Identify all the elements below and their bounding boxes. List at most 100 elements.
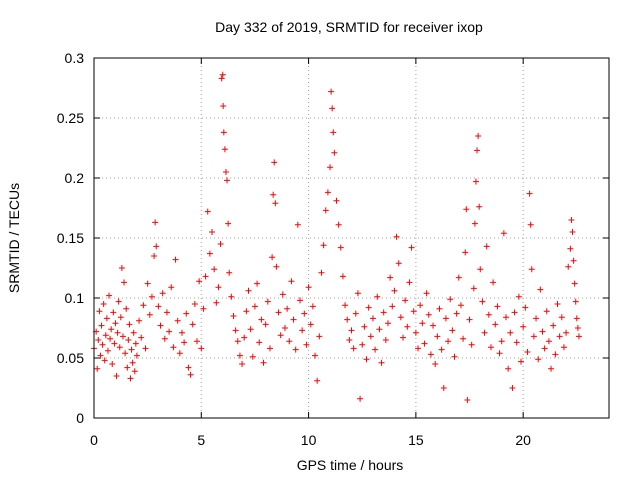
data-point bbox=[301, 310, 308, 317]
data-point bbox=[449, 327, 456, 334]
data-point bbox=[249, 353, 256, 360]
data-point bbox=[206, 250, 213, 257]
data-point bbox=[436, 305, 443, 312]
data-point bbox=[475, 133, 482, 139]
data-point bbox=[421, 340, 428, 347]
data-point bbox=[342, 302, 349, 309]
data-point bbox=[410, 308, 417, 315]
data-point bbox=[571, 280, 578, 287]
data-point bbox=[320, 242, 327, 249]
data-point bbox=[541, 345, 548, 352]
data-point bbox=[117, 314, 124, 321]
data-point bbox=[400, 334, 406, 341]
data-point bbox=[552, 351, 559, 358]
data-point bbox=[447, 296, 454, 303]
data-point bbox=[236, 352, 243, 359]
data-point bbox=[346, 337, 353, 343]
chart-title: Day 332 of 2019, SRMTID for receiver ixo… bbox=[215, 19, 483, 35]
data-point bbox=[307, 321, 314, 328]
data-point bbox=[94, 365, 101, 372]
data-point bbox=[102, 332, 109, 339]
data-point bbox=[101, 357, 108, 364]
data-point bbox=[213, 299, 220, 306]
data-point bbox=[573, 315, 580, 322]
data-point bbox=[367, 333, 374, 340]
data-point bbox=[128, 346, 135, 353]
data-point bbox=[387, 274, 394, 281]
data-point bbox=[453, 310, 460, 317]
data-point bbox=[132, 340, 139, 347]
data-point bbox=[116, 344, 123, 351]
data-point bbox=[384, 320, 391, 327]
data-point bbox=[151, 253, 158, 259]
data-point bbox=[378, 359, 385, 366]
data-point bbox=[496, 350, 503, 357]
data-point bbox=[172, 256, 179, 263]
data-point bbox=[511, 309, 518, 316]
data-point bbox=[118, 265, 125, 271]
data-point bbox=[432, 361, 439, 367]
data-point bbox=[234, 338, 241, 345]
data-point bbox=[537, 286, 544, 293]
data-point bbox=[402, 297, 409, 304]
data-point bbox=[574, 325, 581, 331]
data-point bbox=[121, 279, 128, 286]
data-point bbox=[363, 356, 370, 363]
data-point bbox=[500, 230, 507, 237]
data-point bbox=[270, 191, 277, 198]
data-point bbox=[382, 337, 389, 343]
data-point bbox=[107, 335, 114, 342]
y-tick-label: 0 bbox=[76, 410, 84, 426]
data-point bbox=[130, 329, 137, 336]
data-point bbox=[264, 298, 271, 305]
y-tick-label: 0.1 bbox=[65, 290, 85, 306]
data-point bbox=[337, 244, 344, 251]
data-point bbox=[513, 339, 520, 346]
axes: 0 0.05 0.1 0.15 0.2 0.25 0.3 0 5 10 15 20 bbox=[57, 50, 609, 448]
data-point bbox=[466, 316, 473, 323]
data-point bbox=[567, 245, 574, 252]
data-point bbox=[241, 334, 248, 341]
data-point bbox=[339, 273, 346, 280]
data-point bbox=[303, 341, 310, 348]
data-point bbox=[440, 385, 447, 391]
data-point bbox=[490, 279, 497, 286]
data-point bbox=[168, 284, 175, 291]
data-point bbox=[98, 322, 105, 329]
data-point bbox=[425, 311, 432, 318]
data-point bbox=[333, 197, 340, 204]
data-point bbox=[272, 200, 279, 207]
data-point bbox=[138, 334, 145, 341]
data-point bbox=[126, 321, 133, 328]
data-point bbox=[124, 364, 131, 371]
data-point bbox=[487, 344, 494, 351]
data-point bbox=[100, 301, 107, 307]
data-point bbox=[543, 308, 550, 315]
data-point bbox=[524, 349, 531, 355]
x-tick-label: 20 bbox=[515, 432, 531, 448]
data-point bbox=[191, 301, 198, 307]
data-point bbox=[445, 338, 452, 345]
data-point bbox=[348, 327, 355, 334]
data-point bbox=[251, 303, 258, 310]
data-point bbox=[224, 177, 231, 184]
data-point bbox=[131, 368, 138, 375]
data-point bbox=[330, 129, 337, 136]
data-point bbox=[374, 293, 381, 300]
data-point bbox=[530, 333, 537, 340]
data-point bbox=[535, 356, 542, 363]
data-point bbox=[133, 352, 140, 359]
data-point bbox=[215, 284, 222, 291]
data-point bbox=[110, 309, 117, 316]
data-point bbox=[412, 329, 419, 336]
data-point bbox=[122, 350, 129, 357]
data-point bbox=[279, 291, 286, 298]
data-point bbox=[220, 129, 227, 136]
y-tick-label: 0.3 bbox=[65, 50, 85, 66]
data-point bbox=[318, 269, 325, 276]
data-point bbox=[550, 322, 557, 329]
data-point bbox=[515, 293, 522, 300]
data-point bbox=[522, 304, 529, 311]
data-point bbox=[457, 302, 464, 309]
data-point bbox=[152, 219, 159, 226]
